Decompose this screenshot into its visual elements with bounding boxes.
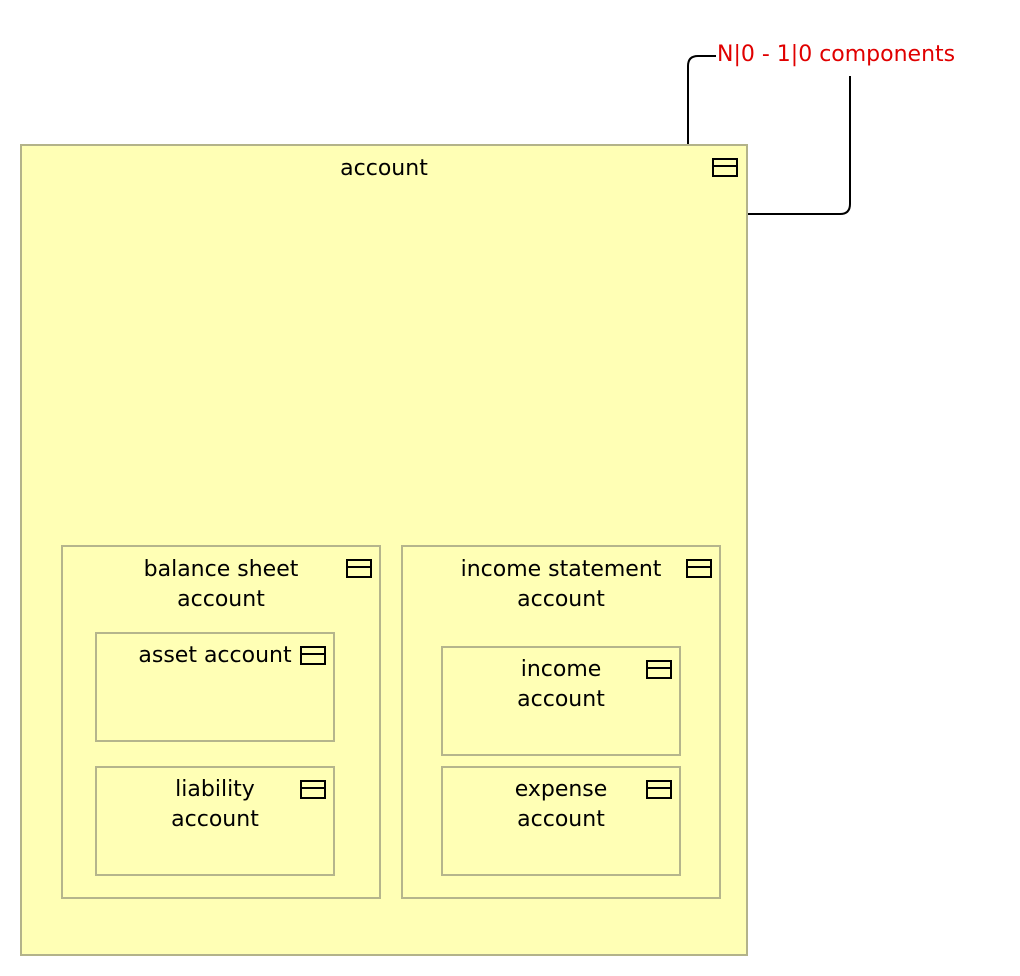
expense-account-label: expense account bbox=[514, 777, 608, 832]
account-element[interactable]: account balance sheet account asset acco… bbox=[20, 144, 748, 956]
liability-account-element[interactable]: liability account bbox=[95, 766, 335, 876]
income-statement-account-element[interactable]: income statement account income account … bbox=[401, 545, 721, 899]
balance-sheet-account-element[interactable]: balance sheet account asset account liab… bbox=[61, 545, 381, 899]
liability-account-label: liability account bbox=[171, 777, 259, 832]
income-account-element[interactable]: income account bbox=[441, 646, 681, 756]
account-label: account bbox=[340, 156, 428, 181]
relationship-label[interactable]: N|0 - 1|0 components bbox=[717, 42, 956, 67]
class-icon bbox=[300, 780, 326, 799]
asset-account-element[interactable]: asset account bbox=[95, 632, 335, 742]
income-statement-account-label: income statement account bbox=[460, 557, 662, 612]
expense-account-element[interactable]: expense account bbox=[441, 766, 681, 876]
class-icon bbox=[712, 158, 738, 177]
class-icon bbox=[686, 559, 712, 578]
income-account-label: income account bbox=[517, 657, 605, 712]
class-icon bbox=[346, 559, 372, 578]
class-icon bbox=[646, 780, 672, 799]
class-icon bbox=[300, 646, 326, 665]
class-icon bbox=[646, 660, 672, 679]
balance-sheet-account-label: balance sheet account bbox=[143, 557, 299, 612]
asset-account-label: asset account bbox=[138, 643, 292, 668]
